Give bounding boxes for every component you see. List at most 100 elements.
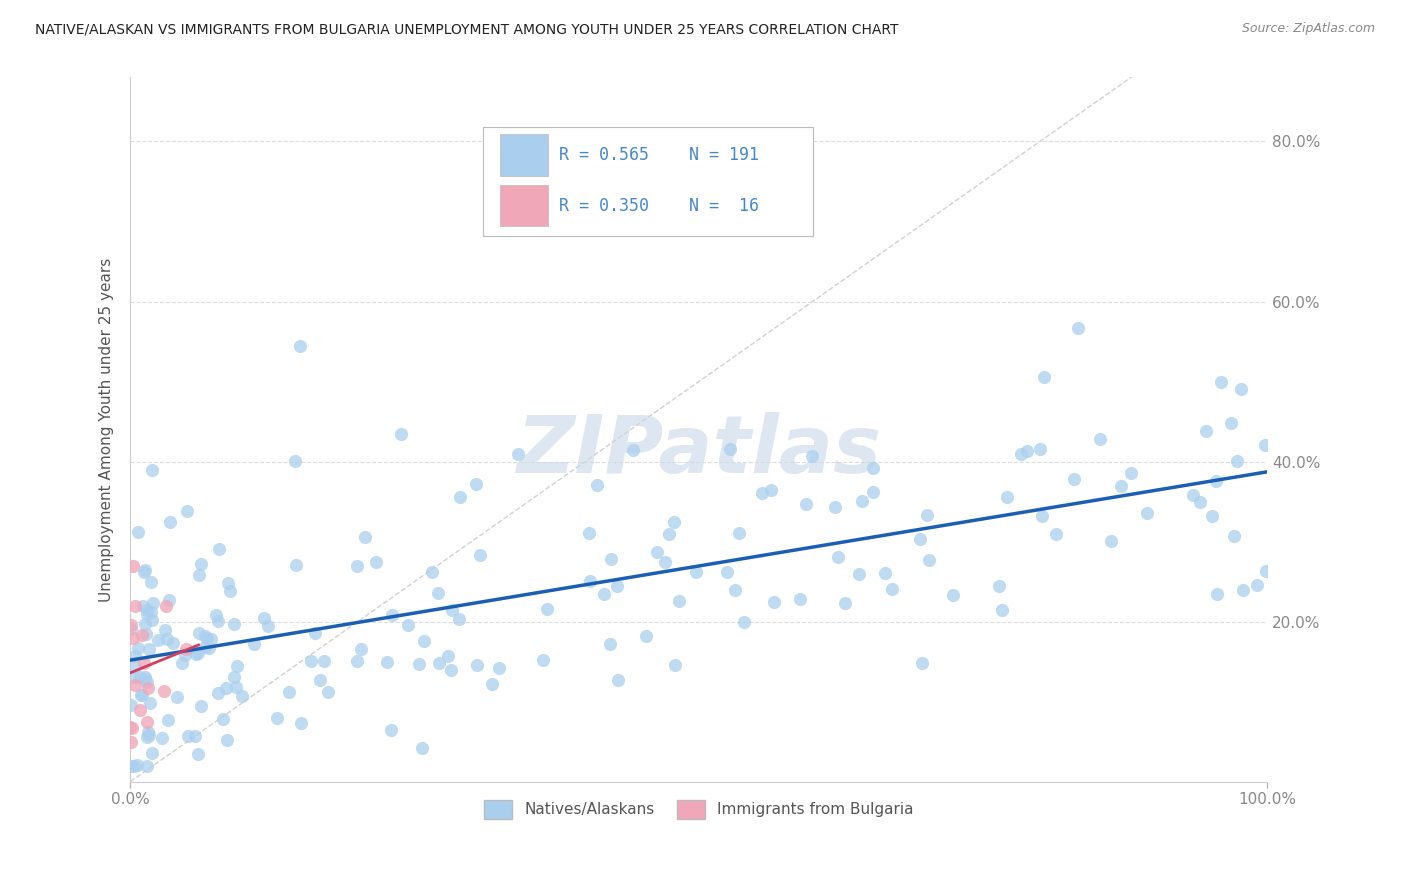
Point [146,633,169,648]
Point [136,681,159,695]
Point [911,657,934,671]
Point [645,545,668,559]
Point [464,476,486,491]
Point [862,485,884,500]
Point [848,567,870,582]
Point [592,587,614,601]
Point [882,582,904,596]
Point [127,641,149,656]
Point [1189,494,1212,508]
Point [716,566,738,580]
Point [225,680,247,694]
Point [668,594,690,608]
Point [170,656,193,670]
Point [873,566,896,580]
Point [134,672,156,686]
Point [942,589,965,603]
Point [135,627,157,641]
Point [380,723,402,737]
Point [1109,479,1132,493]
Point [134,670,156,684]
Point [135,758,157,772]
Point [136,714,159,729]
Point [824,500,846,514]
Point [508,447,530,461]
Point [141,746,163,760]
Point [763,595,786,609]
Point [1209,375,1232,389]
Point [389,427,412,442]
Point [212,713,235,727]
Point [124,648,146,663]
Point [685,565,707,579]
Point [129,703,152,717]
Point [166,690,188,704]
Point [266,711,288,725]
Point [1223,529,1246,543]
Point [277,685,299,699]
Point [1088,432,1111,446]
Point [366,555,388,569]
Point [314,654,336,668]
Point [132,599,155,614]
FancyBboxPatch shape [501,134,547,176]
Point [862,461,884,475]
Point [1254,437,1277,451]
Point [139,605,162,619]
Point [219,584,242,599]
Point [132,565,155,579]
Point [120,622,142,636]
Point [122,631,145,645]
Point [718,442,741,457]
Point [991,603,1014,617]
Point [187,646,209,660]
Point [187,625,209,640]
Point [120,618,142,632]
Point [124,599,146,613]
Point [586,478,609,492]
Point [995,490,1018,504]
Point [1201,508,1223,523]
Point [1031,509,1053,524]
Point [465,658,488,673]
Point [309,673,332,688]
Point [284,454,307,468]
Point [136,607,159,621]
Point [413,634,436,648]
Point [420,566,443,580]
Point [733,615,755,629]
Point [124,659,146,673]
Point [426,586,449,600]
Point [162,635,184,649]
Point [1010,446,1032,460]
Point [536,601,558,615]
Point [346,654,368,668]
Point [658,526,681,541]
Point [174,648,197,663]
Point [217,576,239,591]
Point [468,548,491,562]
Point [242,637,264,651]
Point [1099,534,1122,549]
Point [177,729,200,743]
Point [190,557,212,571]
Point [290,715,312,730]
Point [122,758,145,772]
Point [1232,583,1254,598]
Point [654,555,676,569]
Point [195,631,218,645]
Point [131,628,153,642]
Point [176,504,198,518]
Point [1029,442,1052,456]
Point [121,721,143,735]
Point [121,670,143,684]
Point [827,549,849,564]
Point [224,670,246,684]
Point [226,659,249,673]
Text: Source: ZipAtlas.com: Source: ZipAtlas.com [1241,22,1375,36]
Point [194,629,217,643]
Point [1246,578,1268,592]
Point [157,713,180,727]
Point [396,617,419,632]
Point [120,734,142,748]
